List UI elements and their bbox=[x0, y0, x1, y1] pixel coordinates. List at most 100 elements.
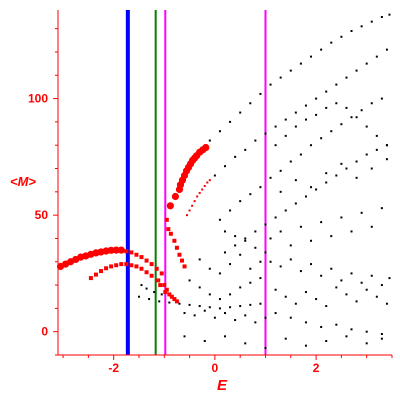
data-point bbox=[370, 225, 373, 228]
data-point bbox=[201, 188, 204, 191]
data-point bbox=[375, 148, 378, 151]
data-point bbox=[259, 277, 262, 280]
data-point bbox=[269, 83, 272, 86]
data-point bbox=[191, 204, 194, 207]
data-point bbox=[264, 251, 267, 254]
data-point bbox=[284, 295, 287, 298]
data-point bbox=[294, 179, 297, 182]
data-point bbox=[193, 200, 196, 203]
data-point bbox=[172, 297, 177, 302]
data-point bbox=[203, 309, 206, 312]
data-point bbox=[149, 273, 154, 278]
data-point bbox=[188, 279, 191, 282]
data-point bbox=[229, 263, 232, 266]
data-point bbox=[244, 148, 247, 151]
data-point bbox=[370, 167, 373, 170]
y-tick-label: 0 bbox=[41, 325, 48, 339]
data-point bbox=[274, 288, 277, 291]
data-point bbox=[208, 139, 211, 142]
data-point bbox=[224, 165, 226, 168]
data-point bbox=[198, 258, 201, 261]
data-point bbox=[289, 258, 292, 261]
data-point bbox=[249, 303, 252, 306]
data-point bbox=[239, 286, 242, 289]
data-point bbox=[264, 132, 267, 135]
data-point bbox=[259, 186, 262, 189]
data-point bbox=[167, 292, 172, 297]
data-point bbox=[198, 286, 201, 289]
data-point bbox=[365, 288, 368, 291]
data-point bbox=[289, 160, 292, 163]
data-point bbox=[385, 158, 388, 161]
data-point bbox=[171, 192, 180, 201]
data-point bbox=[365, 153, 368, 156]
data-point bbox=[244, 314, 247, 317]
data-point bbox=[107, 246, 115, 254]
data-point bbox=[148, 298, 151, 301]
data-point bbox=[114, 263, 119, 268]
data-point bbox=[239, 253, 242, 256]
data-point bbox=[183, 312, 186, 315]
data-point bbox=[174, 299, 179, 304]
data-point bbox=[294, 202, 297, 205]
data-point bbox=[388, 277, 391, 280]
data-point bbox=[224, 335, 226, 338]
data-point bbox=[284, 118, 287, 121]
data-point bbox=[304, 344, 307, 347]
data-point bbox=[229, 120, 232, 123]
data-point bbox=[234, 319, 237, 322]
data-point bbox=[158, 300, 161, 303]
data-point bbox=[320, 48, 323, 51]
data-point bbox=[330, 130, 333, 133]
data-point bbox=[370, 274, 373, 277]
data-point bbox=[380, 337, 383, 340]
data-point bbox=[330, 41, 333, 44]
data-point bbox=[355, 176, 358, 179]
data-point bbox=[159, 271, 164, 276]
data-point bbox=[299, 62, 302, 65]
data-point bbox=[340, 162, 343, 165]
data-point bbox=[325, 340, 328, 343]
data-point bbox=[244, 239, 247, 242]
data-point bbox=[206, 181, 209, 184]
data-point bbox=[182, 264, 187, 269]
data-point bbox=[244, 237, 247, 240]
data-point bbox=[177, 252, 182, 257]
data-point bbox=[229, 306, 232, 309]
data-point bbox=[375, 295, 378, 298]
data-point bbox=[375, 55, 378, 58]
data-point bbox=[166, 227, 171, 232]
data-point bbox=[259, 260, 262, 263]
data-point bbox=[264, 223, 267, 226]
data-point bbox=[335, 174, 338, 177]
data-point bbox=[88, 276, 93, 281]
data-point bbox=[294, 302, 297, 305]
data-point bbox=[203, 184, 206, 187]
data-point bbox=[335, 323, 338, 326]
y-tick-label: 100 bbox=[28, 92, 48, 106]
data-point bbox=[124, 262, 129, 267]
data-point bbox=[202, 143, 210, 152]
data-point bbox=[140, 284, 143, 287]
data-point bbox=[274, 125, 277, 128]
data-point bbox=[289, 69, 292, 72]
data-point bbox=[284, 209, 287, 212]
data-point bbox=[144, 270, 149, 275]
data-point bbox=[304, 195, 307, 198]
data-point bbox=[178, 302, 181, 305]
data-point bbox=[365, 330, 368, 333]
data-point bbox=[234, 235, 237, 238]
vertical-lines bbox=[125, 10, 267, 355]
data-point bbox=[350, 328, 353, 331]
data-point bbox=[315, 113, 318, 116]
data-point bbox=[254, 321, 257, 324]
data-point bbox=[330, 267, 333, 270]
data-point bbox=[179, 258, 184, 263]
data-point bbox=[355, 69, 358, 72]
data-point bbox=[274, 216, 277, 219]
data-points bbox=[56, 13, 391, 350]
data-point bbox=[218, 272, 221, 275]
data-point bbox=[310, 263, 313, 266]
data-point bbox=[279, 190, 282, 193]
data-point bbox=[315, 298, 318, 301]
